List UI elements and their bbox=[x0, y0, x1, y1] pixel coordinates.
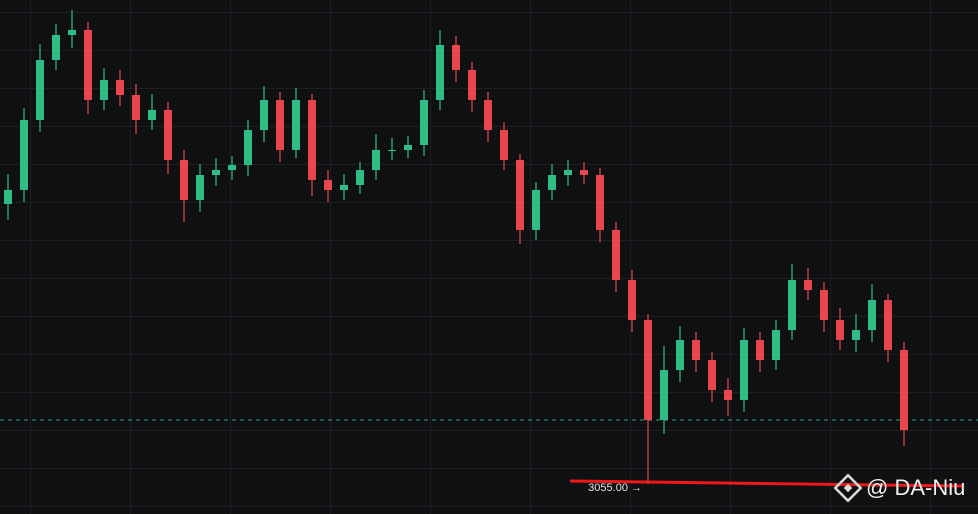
candle-body bbox=[84, 30, 92, 100]
candle-body bbox=[868, 300, 876, 330]
candle-body bbox=[164, 110, 172, 160]
candle-body bbox=[100, 80, 108, 100]
candle-body bbox=[180, 160, 188, 200]
candle-body bbox=[660, 370, 668, 420]
candle-body bbox=[212, 170, 220, 175]
candle-body bbox=[36, 60, 44, 120]
candle-body bbox=[756, 340, 764, 360]
candle-body bbox=[644, 320, 652, 420]
candle-body bbox=[244, 130, 252, 165]
candle-body bbox=[788, 280, 796, 330]
candle-body bbox=[596, 175, 604, 230]
candle-body bbox=[116, 80, 124, 95]
candle-body bbox=[804, 280, 812, 290]
low-marker-label: 3055.00 → bbox=[588, 482, 642, 494]
candle-body bbox=[324, 180, 332, 190]
candle-body bbox=[612, 230, 620, 280]
candle-body bbox=[436, 45, 444, 100]
candle-body bbox=[900, 350, 908, 430]
candle-body bbox=[484, 100, 492, 130]
candle-body bbox=[772, 330, 780, 360]
candle-body bbox=[356, 170, 364, 185]
watermark: @ DA-Niu bbox=[866, 475, 965, 500]
candle-body bbox=[500, 130, 508, 160]
candle-body bbox=[628, 280, 636, 320]
candle-body bbox=[260, 100, 268, 130]
candle-body bbox=[276, 100, 284, 150]
candle-body bbox=[308, 100, 316, 180]
candle-body bbox=[4, 190, 12, 204]
candle-body bbox=[228, 165, 236, 170]
candle-body bbox=[388, 150, 396, 151]
drawn-line bbox=[569, 479, 963, 488]
candle-body bbox=[20, 120, 28, 190]
candle-body bbox=[724, 390, 732, 400]
candle-body bbox=[196, 175, 204, 200]
candle-body bbox=[852, 330, 860, 340]
candle-body bbox=[884, 300, 892, 350]
candle-body bbox=[52, 35, 60, 60]
candle-body bbox=[740, 340, 748, 400]
candle-body bbox=[548, 175, 556, 190]
candle-body bbox=[404, 145, 412, 150]
candle-body bbox=[532, 190, 540, 230]
candle-body bbox=[468, 70, 476, 100]
candle-body bbox=[292, 100, 300, 150]
candle-body bbox=[564, 170, 572, 175]
candle-body bbox=[372, 150, 380, 170]
candle-body bbox=[708, 360, 716, 390]
candle-body bbox=[516, 160, 524, 230]
candle-body bbox=[580, 170, 588, 175]
candle-body bbox=[836, 320, 844, 340]
candle-body bbox=[676, 340, 684, 370]
candle-body bbox=[820, 290, 828, 320]
candle-body bbox=[68, 30, 76, 35]
candle-body bbox=[420, 100, 428, 145]
candle-body bbox=[148, 110, 156, 120]
candle-body bbox=[452, 45, 460, 70]
candle-body bbox=[340, 185, 348, 190]
watermark-logo bbox=[833, 473, 863, 503]
candle-body bbox=[692, 340, 700, 360]
candle-body bbox=[132, 95, 140, 120]
